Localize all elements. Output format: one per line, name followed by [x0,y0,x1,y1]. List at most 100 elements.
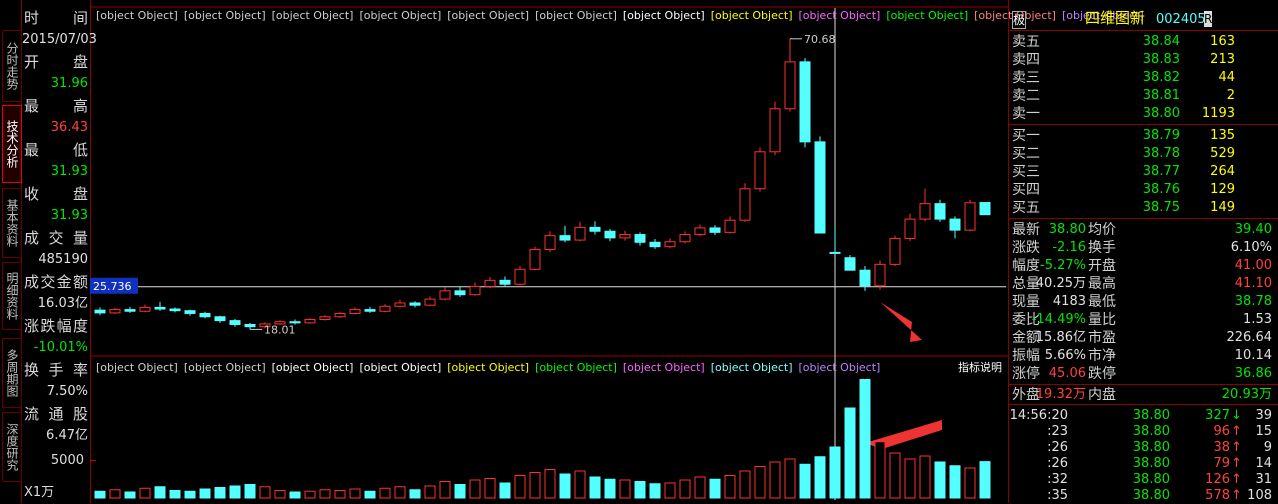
volume-bar [229,485,241,499]
candle-body [394,302,406,307]
side-tab[interactable]: 深度研究 [2,412,22,482]
candle-body [274,321,286,325]
book-price: 38.76 [1142,182,1180,197]
info-label: 成交金额 [24,273,88,291]
stat-label: 市净 [1088,348,1116,364]
candle-body [169,308,181,312]
book-volume: 135 [1210,128,1235,143]
candle-body [814,141,826,234]
candle-body [334,312,346,318]
book-volume: 163 [1210,34,1235,49]
chart-header-item[interactable]: [object Object] [96,9,178,22]
volume-bar [274,490,286,499]
volume-bar [799,463,811,499]
vol-header-item[interactable]: [object Object] [183,361,266,374]
chart-header-item[interactable]: [object Object] [447,9,530,22]
volume-bar [679,479,691,499]
candle-body [439,290,451,300]
book-price: 38.79 [1142,128,1180,143]
candle-body [139,306,151,312]
volume-bar [184,490,196,499]
side-tab[interactable]: 分时走势 [2,30,22,102]
tick-count: 39 [1255,408,1272,423]
chart-header-item[interactable]: [object Object] [183,9,266,22]
book-price: 38.84 [1142,34,1180,49]
stat-value: -2.16 [1052,240,1086,255]
book-price: 38.75 [1142,200,1180,215]
vol-header-item: [object Object] [710,361,793,374]
chart-header-item[interactable]: [object Object] [271,9,354,22]
indicator-help[interactable]: 指标说明 [958,361,1002,374]
vol-unit: X1万 [24,485,55,500]
candle-body [514,268,526,285]
book-price: 38.81 [1142,88,1180,103]
candle-body [589,226,601,232]
volume-bar [949,465,961,499]
tick-volume: 96 [1213,424,1230,439]
stock-name: 四维图新 [1085,9,1146,27]
annotation-label: 18.01 [264,323,296,336]
side-tab[interactable]: 明细资料 [2,262,22,330]
volume-bar [634,481,646,499]
stat-label: 最高 [1088,276,1116,292]
volume-bar [844,407,856,499]
volume-bar [349,488,361,499]
chart-header-item[interactable]: [object Object] [359,9,442,22]
candle-body [754,151,766,190]
volume-bar [289,491,301,499]
book-label: 卖三 [1012,70,1040,86]
info-value: 485190 [38,252,88,267]
volume-bar [814,456,826,499]
candle-body [739,188,751,221]
book-volume: 149 [1210,200,1235,215]
candle-body [499,279,511,285]
volume-bar [319,489,331,499]
book-label: 买四 [1012,182,1040,198]
volume-bar [94,490,106,499]
chart-header-item: [object Object] [622,9,705,22]
divider [1008,0,1009,503]
stat-value: 1.53 [1243,312,1272,327]
chart-header-item[interactable]: [object Object] [535,9,617,22]
vol-header-item[interactable]: [object Object] [96,361,178,374]
side-tab[interactable]: 技术分析 [2,105,22,183]
tick-volume: 578 [1205,488,1230,503]
volume-bar [619,479,631,499]
tick-volume: 327 [1205,408,1230,423]
book-label: 卖二 [1012,88,1040,104]
stat-label: 振幅 [1012,348,1040,364]
info-label: 成交量 [24,229,88,247]
volume-bar [754,466,766,499]
chart-header-item: [object Object] [798,9,881,22]
book-price: 38.80 [1142,106,1180,121]
book-label: 买二 [1012,146,1040,162]
candle-body [634,234,646,243]
stat-value: 45.06 [1048,366,1086,381]
volume-bar [874,441,886,499]
stat-label: 总量 [1012,276,1040,292]
stat-value: 39.40 [1234,222,1272,237]
candle-body [679,234,691,243]
side-tab[interactable]: 多周期图 [2,338,22,408]
tick-price: 38.80 [1132,408,1170,423]
candle-body [919,203,931,220]
candle-body [889,237,901,265]
info-label: 开盘 [24,53,88,71]
vol-header-item: [object Object] [798,361,881,374]
candle-body [154,306,166,310]
candle-body [469,285,481,296]
vol-header-item: [object Object] [359,361,442,374]
candle-body [604,230,616,239]
candle-body [454,290,466,296]
quote-badge: 极 [1012,11,1027,29]
outer-value: 19.32万 [1035,387,1086,402]
kline-chart: 25.736 70.68 18.01 [90,6,1008,500]
side-tab[interactable]: 基本资料 [2,188,22,258]
candle-body [214,316,226,322]
candle-body [409,302,421,306]
volume-bar [439,481,451,499]
candle-body [979,202,991,216]
candle-body [859,269,871,287]
volume-bar [499,482,511,499]
volume-bar [934,461,946,499]
